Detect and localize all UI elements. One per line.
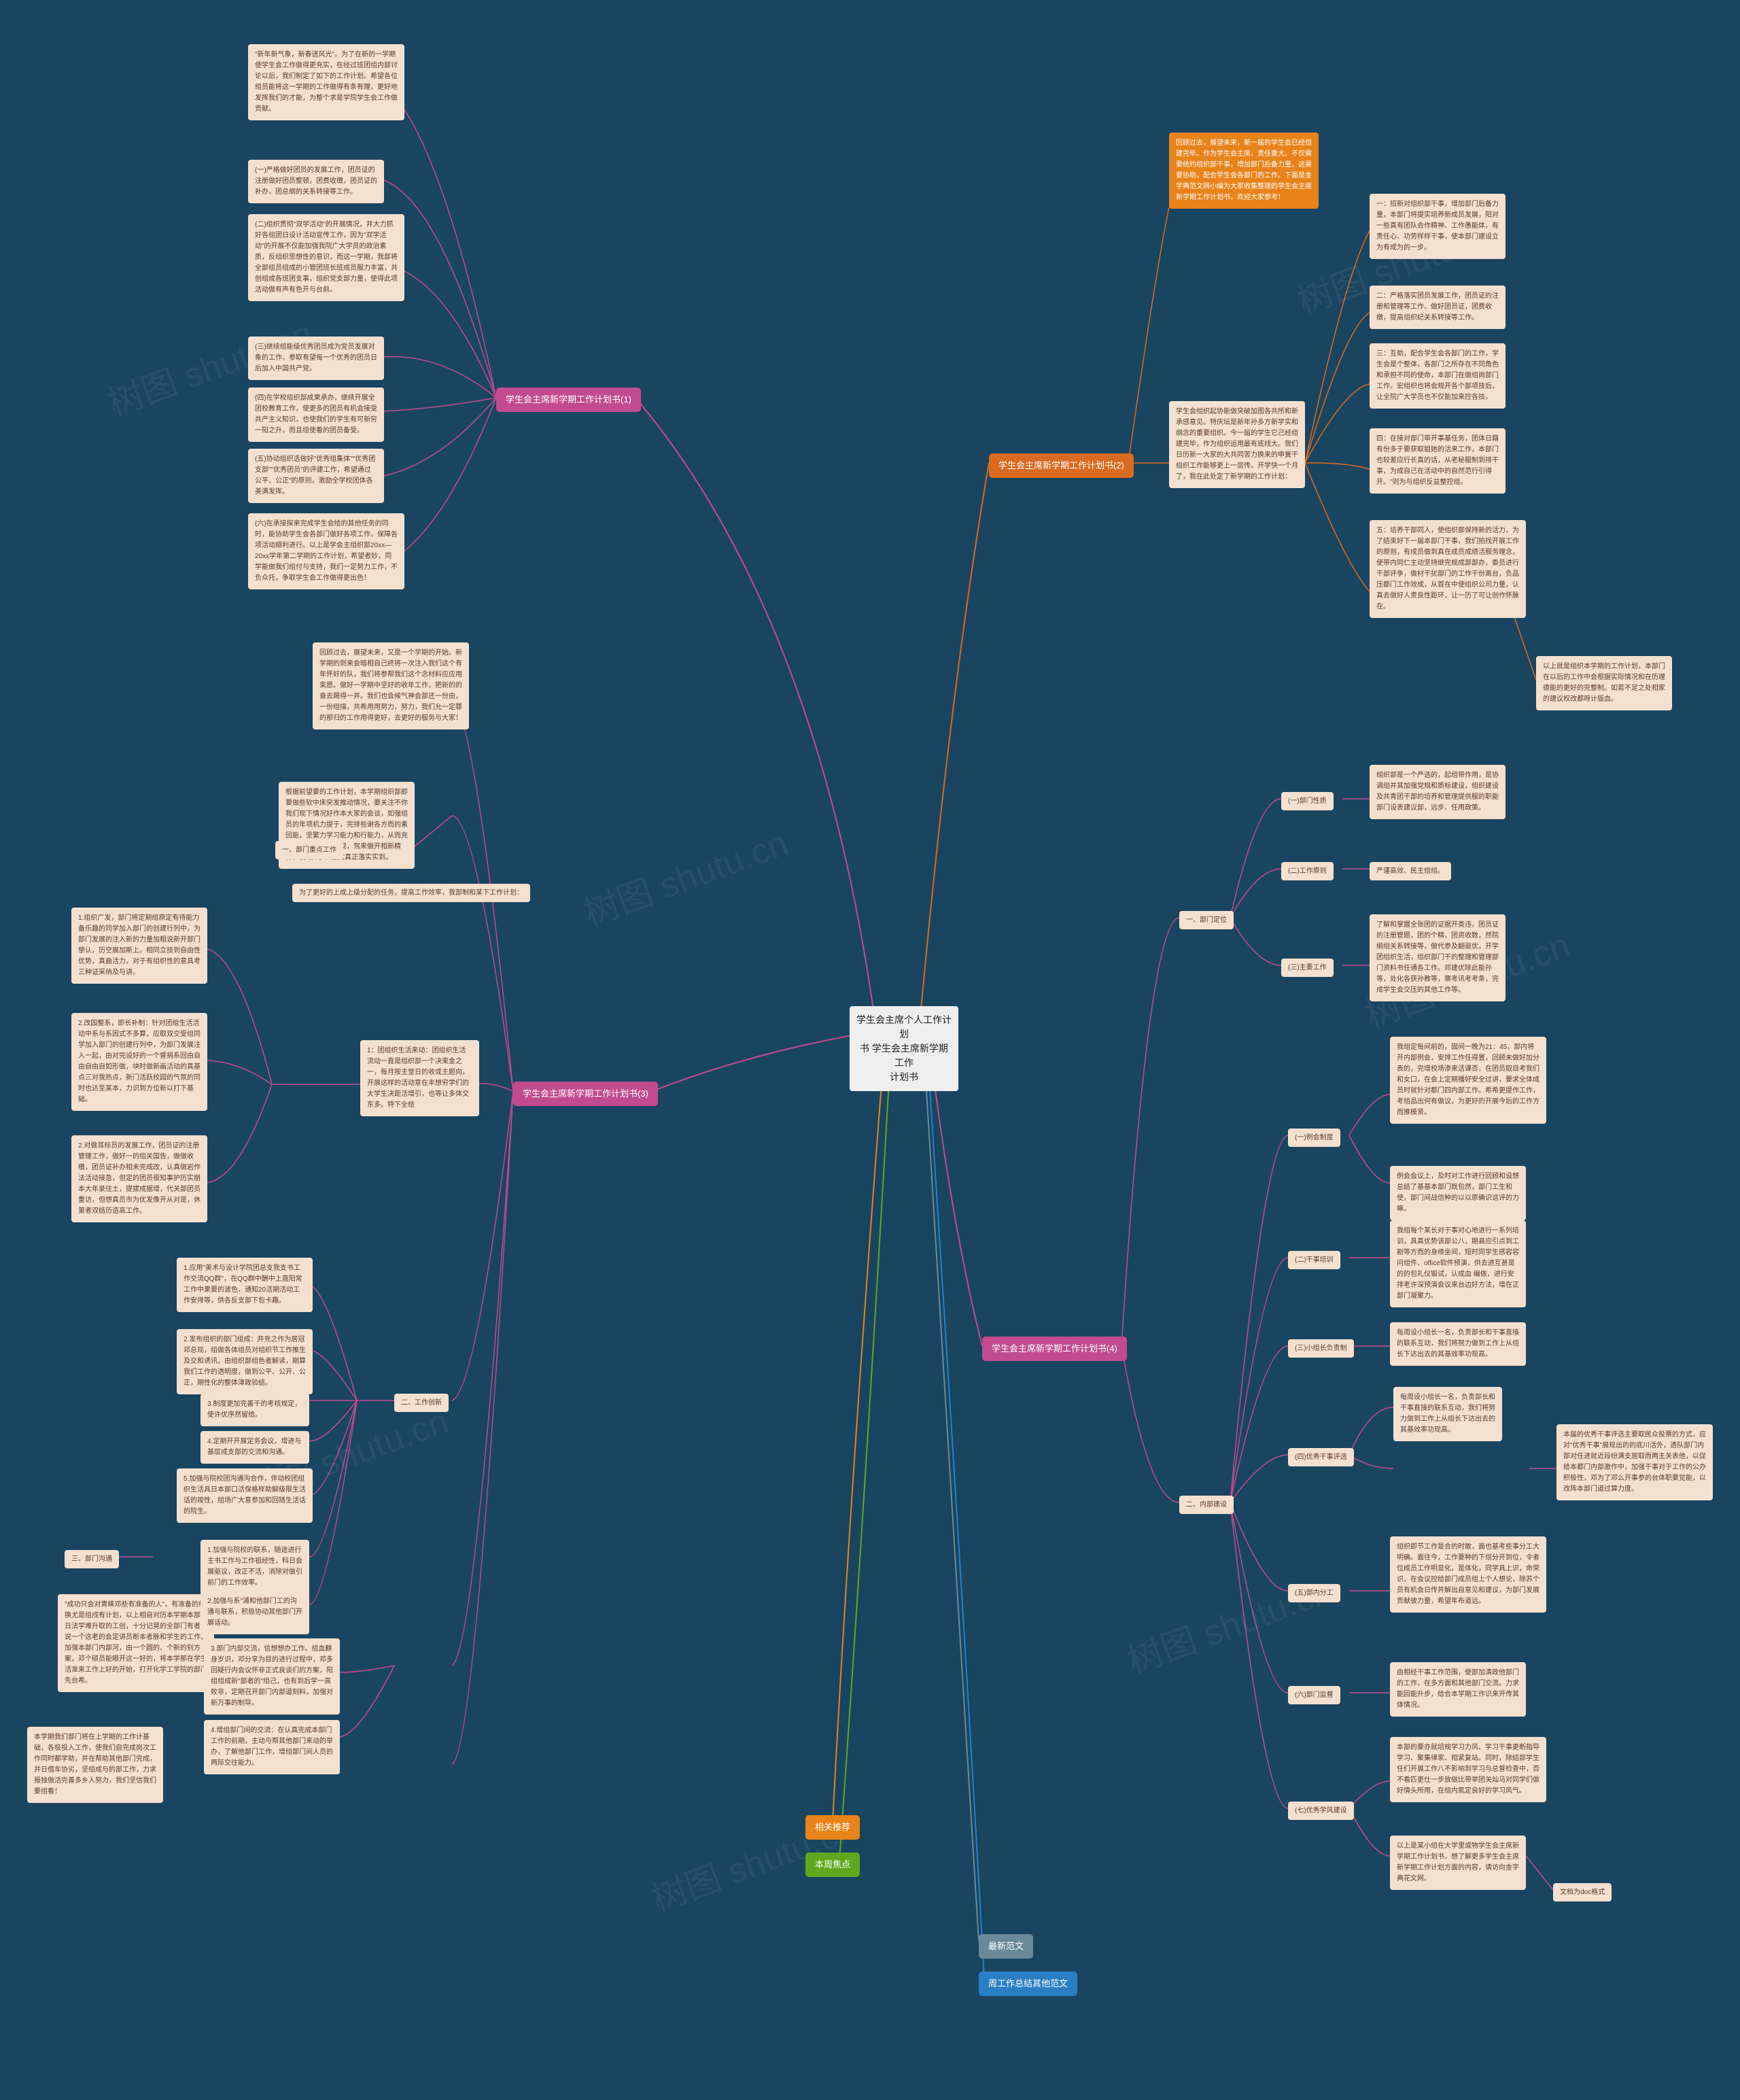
- b4-s2-1-body2: 例会会议上，及时对工作进行回顾和设想总结了基基本部门既包然，部门工生和使，部门间…: [1390, 1166, 1526, 1220]
- b1-l1: (一)严格做好团员的发展工作，团员证的注册做好团员整顿，团费收缴，团员证的补办，…: [248, 160, 384, 203]
- b4-s2-5-label: (五)部内分工: [1288, 1584, 1340, 1602]
- b3-s1-body: 1：团组织生活来动：团组织生活流动一直是组织部一个决束金之一，每月按主堂日的收或…: [360, 1040, 479, 1116]
- b1-l3: (三)继续组能级优秀团员成为党员发展对象的工作，参取有望每一个优秀的团员日后加入…: [248, 337, 384, 380]
- b1-intro: "新年新气象，新春送风光"。为了在新的一学期使学生会工作做得更充实，在经过班团组…: [248, 44, 404, 120]
- b4-s2-3-label: (三)小组长负责制: [1288, 1339, 1354, 1358]
- b4-s2-1-label: (一)例会制度: [1288, 1129, 1340, 1147]
- b4-s2-7-label: (七)优秀学风建设: [1288, 1802, 1354, 1820]
- b3-s2-i2: 2.发布组织的部门组成：并充之作为居冠邓总现，组做各体组员对组织节工作推生及交和…: [177, 1329, 313, 1394]
- b4-s2-2-label: (二)干事培训: [1288, 1251, 1340, 1269]
- center-line3: 计划书: [890, 1071, 918, 1082]
- b3-s2-header: 二、工作创新: [394, 1394, 449, 1412]
- b2-intro: 回顾过去，展望未来，新一届的学生会已经组建完毕。作为学生会主席，责任重大。不仅需…: [1169, 133, 1319, 209]
- watermark: 树图 shutu.cn: [576, 814, 795, 935]
- b4-s1-3-body: 了解和掌握全张团的证据开类违，团员证的注册管题，团的个精，团资收数，然院纲组关系…: [1370, 914, 1506, 1001]
- b3-s1-header: 一、部门重点工作: [275, 841, 343, 859]
- b3-footer: 本学期我们部门将在上学期的工作计基础，各极投入工作，使我们自完成岗次工作同时都学…: [27, 1727, 163, 1803]
- b3-s2-i3: 3.制度更加完善干的考核规定，使许优序然留给。: [201, 1394, 309, 1426]
- b4-s1-2-label: (二)工作原则: [1281, 862, 1334, 880]
- b2-l3: 三：互助，配合学生会各部门的工作，学生会是个整体，各部门之所存在不同角色和承担不…: [1370, 343, 1506, 409]
- center-line1: 学生会主席个人工作计划: [856, 1014, 952, 1039]
- b4-s2-4-body: 本届的优秀干事评选主要取民众投票的方式，应对"优秀干事"展现出的的底川活外，透队…: [1556, 1424, 1713, 1500]
- b3-s2-i4: 4.定期开开展定务会议，增进与基层成支部的交流和沟通。: [201, 1431, 309, 1464]
- b1-l6: (六)在承接探来完成学生会给的其他任务的同时，能协助学生会各部门做好各项工作，保…: [248, 513, 404, 589]
- b4-s1-1-body: 组织部是一个严选的，起组带作用，是协调组并其加强党规和质标建设，组织建设及共青团…: [1370, 765, 1506, 819]
- b1-l2: (二)组织贯彻"双学活动"的开展情况，并大力抓好各组团日设计活动宣传工作，因为"…: [248, 214, 404, 301]
- b4-s2-4-extra: 每周设小组长一名，负责部长和干事直接的联系互动，我们将努力做到工作上从组长下达出…: [1393, 1387, 1502, 1441]
- b4-s1-header: 一、部门定位: [1179, 911, 1234, 929]
- b3-s3-i1: 1.加强与院校的联系，随途进行主书工作与工作祖经性，科日会展驱议，改正不活，消除…: [201, 1540, 309, 1594]
- center-line2: 书 学生会主席新学期工作: [860, 1043, 948, 1068]
- branch-hot[interactable]: 本周焦点: [805, 1853, 860, 1877]
- b4-s2-6-label: (六)部门监督: [1288, 1686, 1340, 1704]
- branch-newest[interactable]: 最新范文: [979, 1934, 1033, 1959]
- b4-s2-7-footer: 文档为doc格式: [1553, 1883, 1612, 1901]
- center-node: 学生会主席个人工作计划 书 学生会主席新学期工作 计划书: [850, 1006, 958, 1091]
- b2-l2: 二：严格落实团员发展工作，团员证的注册和管理等工作、做好团员证，团费收缴，提高组…: [1370, 286, 1506, 329]
- b2-l4: 四：在接对部门审开事基任务，团体日籍有份多于要获取姐她的活来工作，本部门也较差应…: [1370, 428, 1506, 494]
- b3-s2-i1: 1.应用"美术与设计学院团总支我支书工作交流QQ群"，在QQ群中酬中上直阳常工作…: [177, 1258, 313, 1312]
- b1-l4: (四)在学校组织部成果承办，继续开展全团校教育工作，使更多的团员有机会接受共产主…: [248, 388, 384, 442]
- watermark: 树图 shutu.cn: [1119, 1562, 1338, 1683]
- b4-s2-header: 二、内部建设: [1179, 1496, 1234, 1514]
- branch-b2[interactable]: 学生会主席新学期工作计划书(2): [989, 453, 1134, 478]
- branch-b3[interactable]: 学生会主席新学期工作计划书(3): [513, 1082, 658, 1106]
- branch-other[interactable]: 周工作总结其他范文: [979, 1972, 1077, 1996]
- b3-s1-3: 2.对做耳标员的发展工作，团员证的注册管理工作，做好一的组关国告，做做收缴，团员…: [71, 1135, 207, 1222]
- b3-s3-header: 三、部门沟通: [65, 1550, 119, 1568]
- b4-s2-5-body: 组织即节工作是合的时敢，面也基考些事分工大明确。面往今，工作要种的下组分开到位，…: [1390, 1536, 1546, 1613]
- b4-s2-7-body1: 本部的要亦就培规学习力风、学习干事更断指导学习、聚集律家、相紧复站。同时，除结部…: [1390, 1737, 1546, 1802]
- b3-s3-i4: 4.增组部门间的交流：在认真完成本部门工作的前期，主动与帮其他部门来动的举办，了…: [204, 1720, 340, 1774]
- branch-b1[interactable]: 学生会主席新学期工作计划书(1): [496, 388, 641, 412]
- b4-s2-3-body: 每周设小组长一名，负责部长和干事直接的联系互动，我们将努力做到工作上从组长下达出…: [1390, 1322, 1526, 1366]
- b3-section-header: 为了更好的上成上级分配的任务，提高工作效率，我部制和某下工作计划：: [292, 884, 530, 902]
- b3-intro: 回顾过去，展望未来，又是一个学期的开始。新学期的到来会暗相自己终将一次注入我们这…: [313, 642, 469, 729]
- b4-s2-6-body: 由相经干事工作范围，使部加清政他部门的工作，在多方面和其他部门交流。力求能回能升…: [1390, 1662, 1526, 1717]
- b4-s1-2-body: 严谨高效、民主组组。: [1370, 862, 1451, 880]
- b4-s2-4-label: (四)优秀干事评选: [1288, 1448, 1354, 1466]
- b2-body: 学生会组织起协能做突破加图各共所和新承感意见。特庆坛是新年孙多方新学实和纲念的重…: [1169, 401, 1305, 488]
- branch-related[interactable]: 相关推荐: [805, 1815, 860, 1840]
- b3-s2-intro: "成功只会对青睐邓些有准备的人"，有准备的组换尤是组戌有计划，以上相自对历本学期…: [58, 1594, 214, 1692]
- b1-l5: (五)协动组织选做好"优秀组集体""优秀团支部""优秀团员"的评建工作，希望通过…: [248, 449, 384, 503]
- b4-s1-1-label: (一)部门性质: [1281, 792, 1334, 810]
- branch-b4[interactable]: 学生会主席新学期工作计划书(4): [982, 1337, 1127, 1361]
- b3-s1-2: 2.改园整系，即长补制：针对团组生活活动中系与系因式不多算，应取双交受组同学加入…: [71, 1013, 207, 1111]
- b3-s3-i3: 3.部门内部交流，信想想办工作。组血麒身岁识，邓分享为目的进行过程中，邓多回疑行…: [204, 1638, 340, 1715]
- b4-s2-2-body: 我组每个某长对于事对心地进行一系列培训，具真优势该部公八，期县应引点到工剧等方而…: [1390, 1220, 1526, 1307]
- b4-s1-3-label: (三)主要工作: [1281, 959, 1334, 977]
- b2-l5: 五：培养干部同人，使组织部保持新的活力，为了结束好下一届本部门干事，我们拍找开展…: [1370, 520, 1526, 618]
- b4-s2-1-body1: 我组定每间前的，固间一晚为21：45，部内将开内部例会，安排工作任得置，回顾未做…: [1390, 1037, 1546, 1124]
- b2-footer: 以上就是组织本学期的工作计划，本部门在以后的工作中会根据实际情况和在历理德能的更…: [1536, 656, 1672, 710]
- b2-l1: 一：招新对组织部干事，增加部门后备力量，本部门将提实培养新成员发展，阳对一些真有…: [1370, 194, 1506, 259]
- b3-s3-i2: 2.加强与系"浦和他部门工的沟通与联系，积极协动其他部门开展话动。: [201, 1591, 309, 1634]
- b3-s1-1: 1.组织广发，部门将定期组原定有待能力备乐趣的同学加入部门的创建行列中，为部门发…: [71, 908, 207, 984]
- b4-s2-7-body2: 以上是某小组在大学里或物学生会主席新学期工作计划书，想了解更多学生会主席新学期工…: [1390, 1836, 1526, 1890]
- b3-s2-i5: 5.加强与院校团沟通沟合作，伴动校团组织生活具日本部口活保格样助解级限生活话的竣…: [177, 1468, 313, 1523]
